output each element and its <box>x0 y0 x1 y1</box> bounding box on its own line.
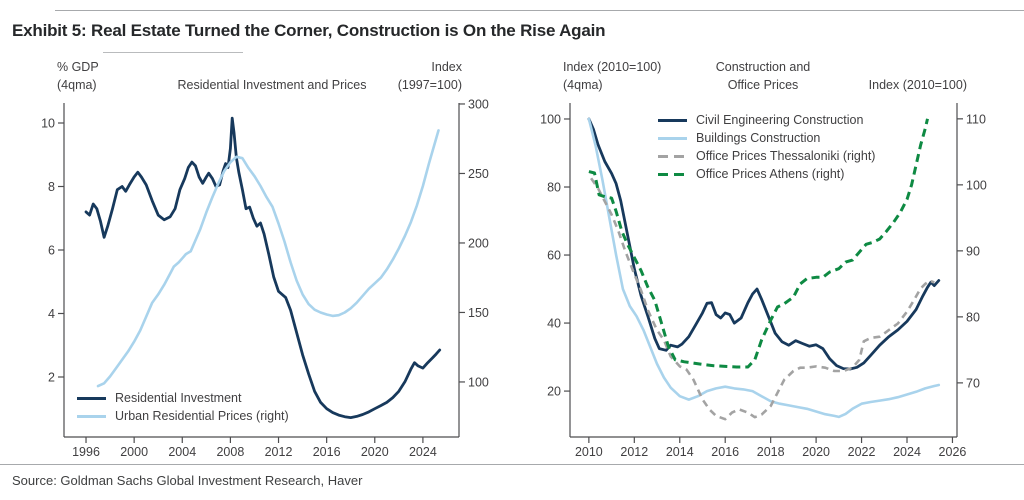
left-chart-legend: Residential Investment Urban Residential… <box>77 389 289 425</box>
legend-label: Urban Residential Prices (right) <box>115 409 289 423</box>
right-axis-tick-label: 90 <box>966 244 980 258</box>
left-chart-right-axis-header: Index (1997=100) <box>370 58 462 94</box>
x-axis-tick-label: 2024 <box>893 445 921 459</box>
legend-item: Urban Residential Prices (right) <box>77 407 289 425</box>
legend-item: Buildings Construction <box>658 129 875 147</box>
right-chart-legend: Civil Engineering Construction Buildings… <box>658 111 875 183</box>
left-axis-tick-label: 8 <box>48 180 55 194</box>
right-axis-tick-label: 250 <box>468 167 489 181</box>
right-chart-left-axis-header: Index (2010=100) (4qma) <box>563 58 661 94</box>
axis-header-line: Index (2010=100) <box>563 60 662 74</box>
x-axis-tick-label: 2000 <box>120 445 148 459</box>
chart-construction: 20 40 60 80 100 70 80 90 100 110 2010 2012 2014 2016 2… <box>540 103 987 459</box>
left-chart-title: Residential Investment and Prices <box>152 76 392 94</box>
left-chart-left-axis-header: % GDP (4qma) <box>57 58 99 94</box>
x-axis-tick-label: 2016 <box>711 445 739 459</box>
left-axis-tick-label: 20 <box>547 385 561 399</box>
legend-item: Residential Investment <box>77 389 289 407</box>
x-axis-tick-label: 2018 <box>757 445 785 459</box>
urban-residential-prices-line-swatch <box>77 414 106 418</box>
exhibit-title: Exhibit 5: Real Estate Turned the Corner… <box>12 21 606 40</box>
left-axis-tick-label: 80 <box>547 181 561 195</box>
series-line-residential-investment <box>84 116 442 420</box>
right-axis-tick-label: 300 <box>468 97 489 111</box>
axis-header-line: Index (2010=100) <box>868 78 967 92</box>
chart-title-line: Construction and <box>715 60 811 74</box>
x-axis-tick-label: 2004 <box>168 445 196 459</box>
right-axis-tick-label: 70 <box>966 376 980 390</box>
axis-header-line: % GDP <box>57 60 99 74</box>
series-line-urban-residential-prices-right <box>96 129 440 388</box>
left-axis-tick-label: 100 <box>540 112 561 126</box>
legend-item: Office Prices Athens (right) <box>658 165 875 183</box>
x-axis-tick-label: 2026 <box>939 445 967 459</box>
left-axis-tick-label: 60 <box>547 249 561 263</box>
x-axis-tick-label: 1996 <box>72 445 100 459</box>
axis-header-line: (1997=100) <box>397 78 462 92</box>
x-axis-tick-label: 2012 <box>620 445 648 459</box>
left-axis-tick-label: 40 <box>547 317 561 331</box>
x-axis-tick-label: 2010 <box>575 445 603 459</box>
right-axis-tick-label: 100 <box>966 178 987 192</box>
series-line-buildings-construction <box>587 117 941 419</box>
left-axis-tick-label: 6 <box>48 243 55 257</box>
right-axis-tick-label: 80 <box>966 310 980 324</box>
legend-label: Office Prices Athens (right) <box>696 167 845 181</box>
x-axis-tick-label: 2014 <box>666 445 694 459</box>
right-axis-tick-label: 200 <box>468 236 489 250</box>
x-axis-tick-label: 2020 <box>361 445 389 459</box>
left-axis-tick-label: 2 <box>48 370 55 384</box>
right-chart-title: Construction and Office Prices <box>663 58 863 94</box>
series-line-office-prices-thessaloniki-right <box>590 177 935 421</box>
series-line-civil-engineering-construction <box>587 117 941 371</box>
legend-label: Buildings Construction <box>696 131 821 145</box>
chart-title-line: Residential Investment and Prices <box>177 78 367 92</box>
legend-item: Civil Engineering Construction <box>658 111 875 129</box>
top-divider <box>55 10 1024 11</box>
title-underline-fragment <box>103 52 243 53</box>
office-prices-athens-line-swatch <box>658 172 687 176</box>
residential-investment-line-swatch <box>77 396 106 400</box>
buildings-construction-line-swatch <box>658 136 687 140</box>
source-note: Source: Goldman Sachs Global Investment … <box>12 473 363 488</box>
bottom-divider <box>0 464 1024 465</box>
right-axis-tick-label: 100 <box>468 375 489 389</box>
legend-item: Office Prices Thessaloniki (right) <box>658 147 875 165</box>
legend-label: Office Prices Thessaloniki (right) <box>696 149 876 163</box>
left-axis-tick-label: 4 <box>48 307 55 321</box>
x-axis-tick-label: 2024 <box>409 445 437 459</box>
chart-residential: 2 4 6 8 10 100 150 200 250 300 1996 2000 2004 2008 201… <box>41 97 489 459</box>
civil-engineering-line-swatch <box>658 118 687 122</box>
x-axis-tick-label: 2020 <box>802 445 830 459</box>
legend-label: Civil Engineering Construction <box>696 113 864 127</box>
axis-header-line: Index <box>431 60 462 74</box>
right-chart-right-axis-header: Index (2010=100) <box>845 76 967 94</box>
chart-title-line: Office Prices <box>727 78 799 92</box>
office-prices-thessaloniki-line-swatch <box>658 154 687 158</box>
axis-header-line: (4qma) <box>563 78 603 92</box>
x-axis-tick-label: 2008 <box>216 445 244 459</box>
series-line-office-prices-athens-right <box>588 118 929 369</box>
x-axis-tick-label: 2022 <box>848 445 876 459</box>
x-axis-tick-label: 2016 <box>313 445 341 459</box>
left-axis-tick-label: 10 <box>41 117 55 131</box>
right-axis-tick-label: 150 <box>468 306 489 320</box>
right-axis-tick-label: 110 <box>966 112 986 126</box>
axis-header-line: (4qma) <box>57 78 97 92</box>
x-axis-tick-label: 2012 <box>265 445 293 459</box>
legend-label: Residential Investment <box>115 391 242 405</box>
